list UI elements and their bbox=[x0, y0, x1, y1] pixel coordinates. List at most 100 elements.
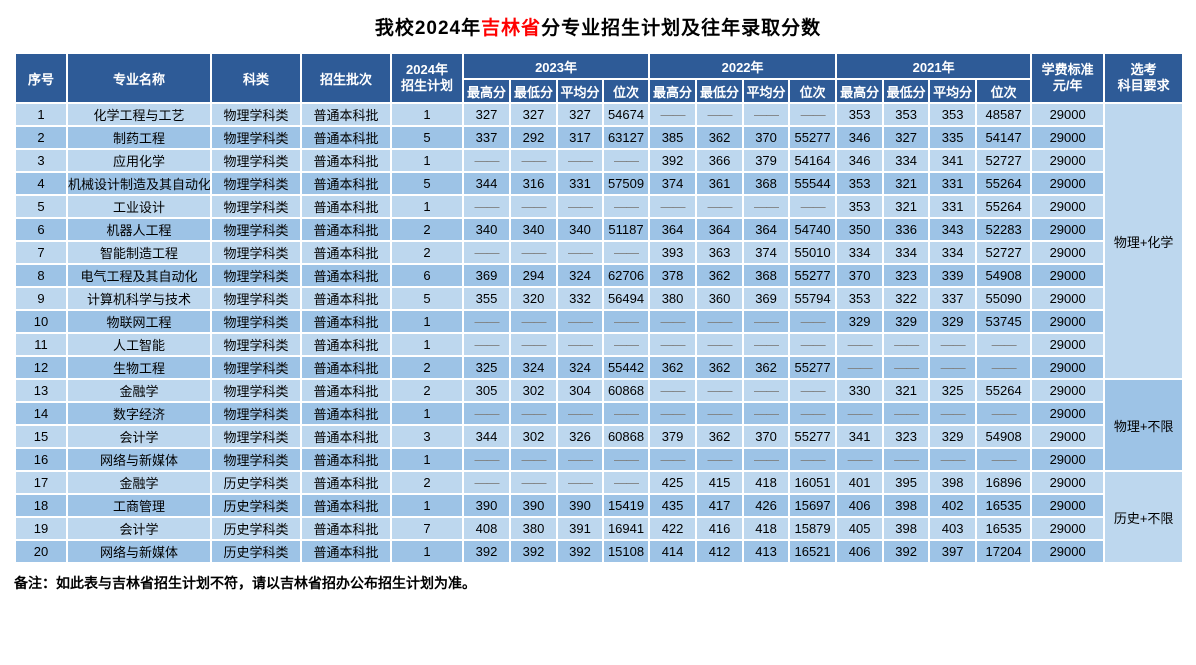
score-2021-avg: —— bbox=[928, 401, 978, 426]
score-2021-min: 334 bbox=[882, 240, 931, 265]
plan-2024-cell: 5 bbox=[390, 125, 464, 150]
seq-cell: 11 bbox=[14, 332, 68, 357]
score-2022-max: 425 bbox=[648, 470, 698, 495]
plan-2024-cell: 1 bbox=[390, 194, 464, 219]
rank-2021: 52727 bbox=[975, 148, 1033, 173]
tuition-cell: 29000 bbox=[1030, 102, 1106, 127]
major-cell: 物联网工程 bbox=[66, 309, 212, 334]
score-2021-max: 329 bbox=[835, 309, 885, 334]
score-2023-avg: 392 bbox=[556, 539, 604, 564]
table-row: 17 金融学 历史学科类 普通本科批 2 —— —— —— —— 425 415 418 16051 40… bbox=[14, 470, 1185, 564]
score-2022-avg: —— bbox=[742, 332, 791, 357]
category-cell: 物理学科类 bbox=[210, 148, 302, 173]
score-2021-avg: 403 bbox=[928, 516, 978, 541]
score-2022-min: 417 bbox=[695, 493, 745, 518]
score-2022-min: 360 bbox=[695, 286, 745, 311]
score-2022-max: 362 bbox=[648, 355, 698, 380]
rank-2021: 53745 bbox=[975, 309, 1033, 334]
score-2022-avg: 362 bbox=[742, 355, 791, 380]
score-2022-max: 379 bbox=[648, 424, 698, 449]
tuition-cell: 29000 bbox=[1030, 332, 1106, 357]
score-2021-avg: 329 bbox=[928, 424, 978, 449]
rank-2022: 55277 bbox=[788, 355, 838, 380]
score-2021-min: 321 bbox=[882, 171, 931, 196]
score-2023-min: 320 bbox=[509, 286, 558, 311]
score-2023-min: 292 bbox=[509, 125, 558, 150]
score-2021-avg: 402 bbox=[928, 493, 978, 518]
table-row: 1 化学工程与工艺 物理学科类 普通本科批 1 327 327 327 54674 —— —— —— —… bbox=[14, 102, 1185, 380]
table-row: 6 机器人工程 物理学科类 普通本科批 2 340 340 340 51187 364 364 364… bbox=[14, 217, 1183, 242]
score-2022-max: —— bbox=[648, 332, 698, 357]
score-2022-min: 362 bbox=[695, 355, 745, 380]
score-2022-max: —— bbox=[648, 378, 698, 403]
score-2023-min: —— bbox=[509, 309, 558, 334]
tuition-cell: 29000 bbox=[1030, 309, 1106, 334]
score-2022-max: 374 bbox=[648, 171, 698, 196]
score-2023-max: —— bbox=[462, 332, 511, 357]
score-2022-avg: 379 bbox=[742, 148, 791, 173]
score-2021-min: 321 bbox=[882, 378, 931, 403]
major-cell: 计算机科学与技术 bbox=[66, 286, 212, 311]
score-2022-min: 363 bbox=[695, 240, 745, 265]
major-cell: 会计学 bbox=[66, 516, 212, 541]
seq-cell: 3 bbox=[14, 148, 68, 173]
batch-cell: 普通本科批 bbox=[300, 240, 392, 265]
score-2021-avg: 331 bbox=[928, 194, 978, 219]
category-cell: 历史学科类 bbox=[210, 493, 302, 518]
rank-2021: —— bbox=[975, 332, 1033, 357]
batch-cell: 普通本科批 bbox=[300, 516, 392, 541]
rank-2023: —— bbox=[601, 470, 651, 495]
score-2022-avg: 370 bbox=[742, 424, 791, 449]
plan-2024-cell: 1 bbox=[390, 447, 464, 472]
plan-2024-cell: 7 bbox=[390, 516, 464, 541]
score-2021-min: 323 bbox=[882, 263, 931, 288]
batch-cell: 普通本科批 bbox=[300, 539, 392, 564]
score-2023-avg: —— bbox=[556, 148, 604, 173]
seq-cell: 12 bbox=[14, 355, 68, 380]
rank-2023: 63127 bbox=[601, 125, 651, 150]
category-cell: 物理学科类 bbox=[210, 102, 302, 127]
rank-2021: 55264 bbox=[975, 171, 1033, 196]
score-2021-min: —— bbox=[882, 332, 931, 357]
score-2023-avg: —— bbox=[556, 332, 604, 357]
score-2023-min: 316 bbox=[509, 171, 558, 196]
tuition-cell: 29000 bbox=[1030, 263, 1106, 288]
table-row: 19 会计学 历史学科类 普通本科批 7 408 380 391 16941 422 416 418 1… bbox=[14, 516, 1183, 541]
table-body: 1 化学工程与工艺 物理学科类 普通本科批 1 327 327 327 54674 —— —— —— —… bbox=[14, 102, 1185, 564]
score-2021-min: 336 bbox=[882, 217, 931, 242]
score-2023-avg: 332 bbox=[556, 286, 604, 311]
score-2022-max: —— bbox=[648, 447, 698, 472]
rank-2023: 54674 bbox=[601, 102, 651, 127]
score-2023-max: —— bbox=[462, 447, 511, 472]
plan-2024-cell: 2 bbox=[390, 217, 464, 242]
score-2022-max: —— bbox=[648, 102, 698, 127]
score-2021-avg: 331 bbox=[928, 171, 978, 196]
batch-cell: 普通本科批 bbox=[300, 125, 392, 150]
seq-cell: 2 bbox=[14, 125, 68, 150]
plan-2024-cell: 1 bbox=[390, 309, 464, 334]
score-2022-min: —— bbox=[695, 401, 745, 426]
tuition-cell: 29000 bbox=[1030, 516, 1106, 541]
table-row: 3 应用化学 物理学科类 普通本科批 1 —— —— —— —— 392 366 379 54164 34… bbox=[14, 148, 1183, 173]
score-2023-min: —— bbox=[509, 148, 558, 173]
rank-2022: —— bbox=[788, 309, 838, 334]
score-2023-max: —— bbox=[462, 240, 511, 265]
score-2021-min: 334 bbox=[882, 148, 931, 173]
score-2022-avg: 364 bbox=[742, 217, 791, 242]
score-2021-max: 401 bbox=[835, 470, 885, 495]
rank-2022: 55794 bbox=[788, 286, 838, 311]
seq-cell: 14 bbox=[14, 401, 68, 426]
batch-cell: 普通本科批 bbox=[300, 171, 392, 196]
major-cell: 工业设计 bbox=[66, 194, 212, 219]
batch-cell: 普通本科批 bbox=[300, 102, 392, 127]
major-cell: 生物工程 bbox=[66, 355, 212, 380]
score-2023-max: —— bbox=[462, 470, 511, 495]
header-2022-avg: 平均分 bbox=[742, 78, 791, 104]
seq-cell: 16 bbox=[14, 447, 68, 472]
score-2022-max: 378 bbox=[648, 263, 698, 288]
batch-cell: 普通本科批 bbox=[300, 493, 392, 518]
major-cell: 化学工程与工艺 bbox=[66, 102, 212, 127]
seq-cell: 15 bbox=[14, 424, 68, 449]
score-2022-min: —— bbox=[695, 447, 745, 472]
tuition-cell: 29000 bbox=[1030, 470, 1106, 495]
